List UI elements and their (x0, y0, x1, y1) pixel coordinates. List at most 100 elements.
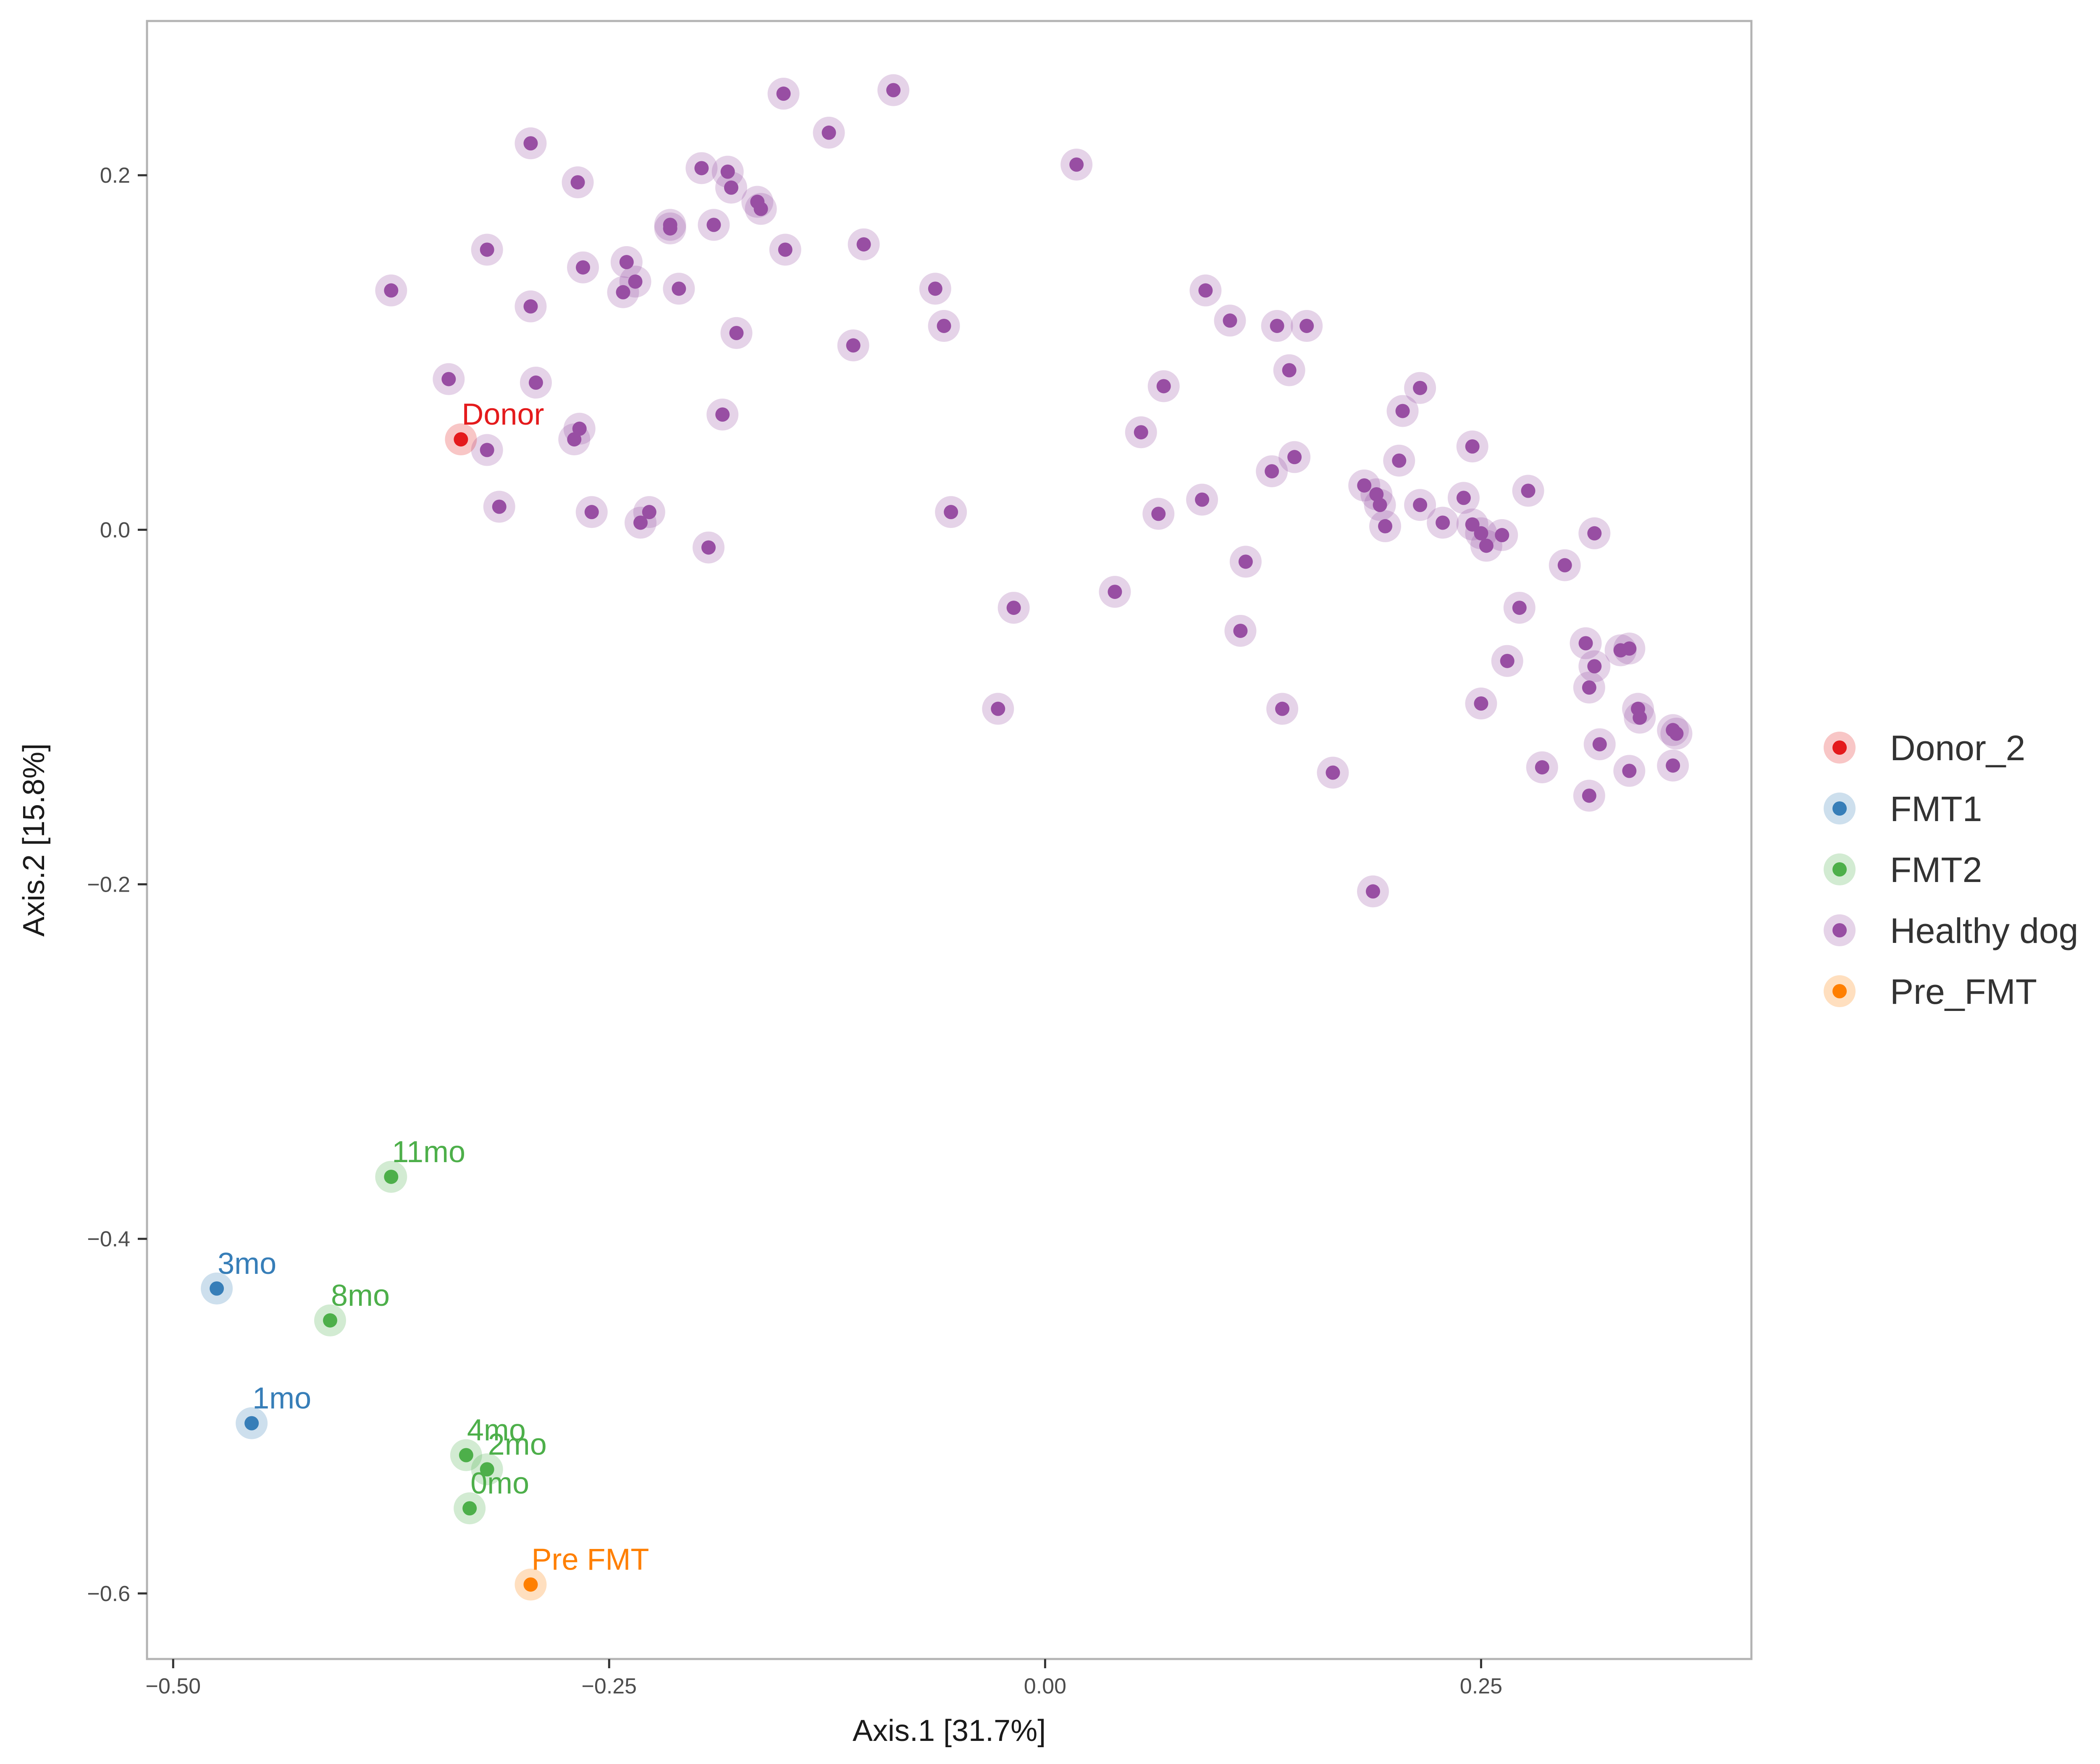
healthy-dog-point (1238, 554, 1253, 569)
fmt2-point (480, 1462, 494, 1477)
healthy-dog-point (384, 283, 399, 298)
healthy-dog-point (1373, 498, 1387, 512)
fmt2-point (384, 1169, 399, 1184)
y-tick-label: −0.6 (87, 1582, 130, 1606)
x-tick-label: 0.00 (1024, 1674, 1066, 1698)
healthy-dog-point (937, 318, 951, 333)
healthy-dog-point (480, 443, 494, 457)
healthy-dog-point (572, 421, 587, 436)
legend-label-pre-fmt: Pre_FMT (1890, 972, 2037, 1011)
healthy-dog-point (492, 499, 507, 514)
healthy-dog-point (642, 505, 656, 520)
healthy-dog-point (1495, 528, 1509, 543)
healthy-dog-point (1195, 492, 1210, 507)
x-tick-label: −0.25 (582, 1674, 637, 1698)
point-label-fmt2: 2mo (488, 1428, 547, 1461)
healthy-dog-point (729, 326, 744, 340)
y-axis-title: Axis.2 [15.8%] (17, 743, 51, 937)
fmt1-point (244, 1416, 259, 1431)
legend-label-fmt1: FMT1 (1890, 789, 1982, 829)
legend-key-pre-fmt (1832, 984, 1847, 998)
healthy-dog-point (715, 407, 730, 422)
healthy-dog-point (1326, 765, 1340, 780)
healthy-dog-point (1521, 483, 1536, 498)
healthy-dog-point (776, 87, 791, 101)
point-core-layer (210, 83, 1684, 1592)
healthy-dog-point (1299, 318, 1314, 333)
healthy-dog-point (1069, 157, 1084, 172)
healthy-dog-point (1557, 558, 1572, 572)
healthy-dog-point (1587, 659, 1602, 674)
healthy-dog-point (1006, 601, 1021, 615)
healthy-dog-point (567, 432, 582, 447)
legend-key-fmt2 (1832, 862, 1847, 877)
legend-label-healthy-dog: Healthy dog (1890, 911, 2078, 950)
x-axis-title: Axis.1 [31.7%] (853, 1714, 1046, 1748)
healthy-dog-point (694, 161, 709, 176)
healthy-dog-point (886, 83, 901, 97)
healthy-dog-point (1287, 450, 1302, 465)
healthy-dog-point (1465, 517, 1480, 532)
healthy-dog-point (628, 274, 643, 289)
x-axis: −0.50 −0.25 0.00 0.25 (145, 1659, 1502, 1698)
healthy-dog-point (1365, 884, 1380, 899)
healthy-dog-point (1456, 491, 1471, 505)
healthy-dog-point (1666, 758, 1680, 773)
y-tick-label: 0.0 (100, 518, 130, 542)
healthy-dog-point (701, 540, 716, 555)
point-label-fmt1: 1mo (252, 1382, 311, 1415)
healthy-dog-point (528, 375, 543, 390)
healthy-dog-point (1378, 519, 1393, 533)
healthy-dog-point (1622, 764, 1637, 778)
healthy-dog-point (616, 285, 630, 299)
healthy-dog-point (480, 242, 494, 257)
healthy-dog-point (1578, 636, 1593, 651)
healthy-dog-point (663, 221, 677, 236)
healthy-dog-point (1156, 379, 1171, 394)
healthy-dog-point (706, 218, 721, 232)
healthy-dog-point (1265, 464, 1279, 479)
healthy-dog-point (928, 281, 942, 296)
fmt2-point (462, 1501, 477, 1516)
legend-key-donor-2 (1832, 740, 1847, 755)
healthy-dog-point (724, 180, 738, 195)
healthy-dog-point (1275, 701, 1290, 716)
pre-fmt-point (523, 1577, 538, 1592)
healthy-dog-point (1500, 654, 1515, 668)
legend-key-fmt1 (1832, 801, 1847, 816)
point-label-fmt2: 11mo (392, 1135, 465, 1169)
healthy-dog-point (856, 237, 871, 252)
healthy-dog-point (1223, 313, 1237, 328)
healthy-dog-point (576, 260, 591, 275)
healthy-dog-point (1436, 515, 1450, 530)
donor-2-point (454, 432, 468, 447)
healthy-dog-point (720, 164, 735, 179)
healthy-dog-point (822, 125, 836, 140)
legend: Donor_2 FMT1 FMT2 Healthy dog Pre_FMT (1824, 728, 2078, 1011)
healthy-dog-point (1535, 760, 1549, 774)
healthy-dog-point (1270, 318, 1284, 333)
healthy-dog-point (619, 255, 634, 270)
healthy-dog-point (523, 299, 538, 314)
point-label-fmt1: 3mo (218, 1247, 276, 1281)
healthy-dog-point (1198, 283, 1213, 298)
point-label-fmt2: 0mo (470, 1467, 529, 1500)
healthy-dog-point (1465, 439, 1480, 454)
y-tick-label: −0.4 (87, 1227, 130, 1252)
healthy-dog-point (753, 202, 768, 216)
healthy-dog-point (778, 242, 793, 257)
legend-key-healthy-dog (1832, 923, 1847, 937)
healthy-dog-point (633, 515, 648, 530)
healthy-dog-point (1582, 680, 1596, 695)
fmt2-point (323, 1313, 337, 1328)
healthy-dog-point (570, 175, 585, 190)
point-label-pre-fmt: Pre FMT (531, 1543, 649, 1577)
legend-label-fmt2: FMT2 (1890, 850, 1982, 890)
healthy-dog-point (1108, 585, 1122, 599)
healthy-dog-point (1512, 601, 1527, 615)
healthy-dog-point (1587, 526, 1602, 541)
healthy-dog-point (1151, 507, 1166, 521)
healthy-dog-point (1582, 788, 1596, 803)
